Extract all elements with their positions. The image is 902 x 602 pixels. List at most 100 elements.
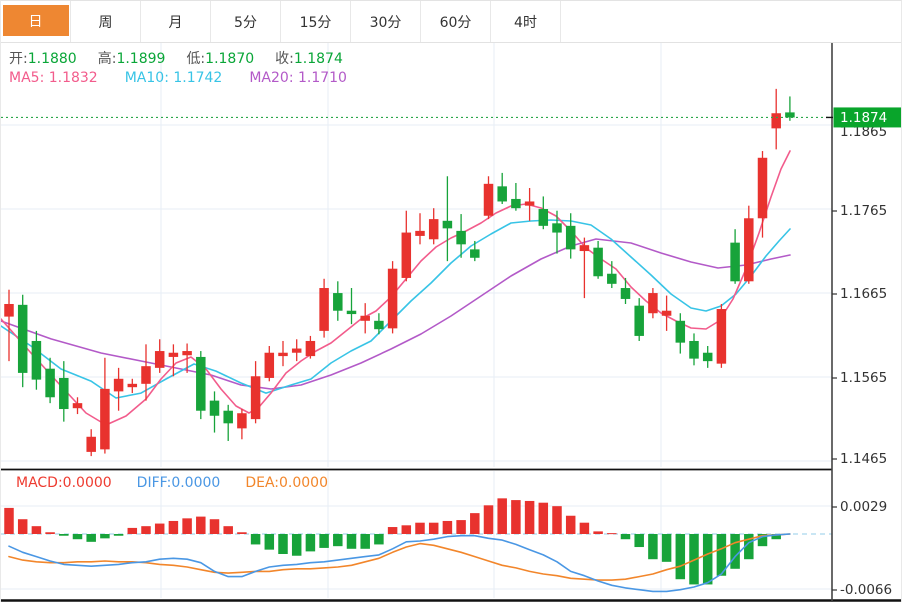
ohlc-item: 收:1.1874 xyxy=(275,48,343,68)
candle-body xyxy=(250,376,261,420)
candle-body xyxy=(72,403,83,409)
candle-body xyxy=(319,288,329,331)
candle-body xyxy=(264,352,275,378)
macd-histogram-bar xyxy=(346,534,357,549)
macd-histogram-bar xyxy=(250,534,261,545)
ma-value-label: MA20: 1.1710 xyxy=(249,70,347,86)
macd-histogram-bar xyxy=(730,534,740,569)
tab-week-label: 周 xyxy=(98,14,113,31)
tab-5min[interactable]: 5分 xyxy=(211,1,281,42)
candle-body xyxy=(661,310,672,316)
macd-histogram-bar xyxy=(401,525,412,534)
macd-histogram-bar xyxy=(305,534,316,552)
current-price-box xyxy=(833,107,901,128)
candle-body xyxy=(689,340,699,359)
macd-histogram-bar xyxy=(497,498,507,534)
macd-histogram-bar xyxy=(675,534,686,580)
timeframe-toolbar: 日 周 月 5分 15分 30分 60分 4时 xyxy=(1,1,901,43)
y-axis-label: 1.1765 xyxy=(840,203,887,219)
candle-body xyxy=(141,366,151,384)
ohlc-value: 1.1874 xyxy=(293,51,343,67)
tab-month[interactable]: 月 xyxy=(141,1,211,42)
macd-histogram-bar xyxy=(716,534,727,576)
macd-histogram-bar xyxy=(141,526,151,534)
macd-histogram-bar xyxy=(511,500,521,534)
macd-histogram-bar xyxy=(86,534,96,542)
tab-15min-label: 15分 xyxy=(299,14,332,31)
candle-body xyxy=(86,436,96,452)
macd-histogram-bar xyxy=(415,522,425,534)
macd-value-label: DEA:0.0000 xyxy=(245,475,328,491)
macd-histogram-bar xyxy=(182,518,192,534)
macd-histogram-bar xyxy=(278,534,288,554)
candle-body xyxy=(428,219,439,240)
macd-histogram-bar xyxy=(374,534,384,545)
macd-histogram-bar xyxy=(428,522,439,534)
macd-histogram-bar xyxy=(579,522,590,534)
tab-week[interactable]: 周 xyxy=(71,1,141,42)
candle-body xyxy=(401,232,412,278)
candle-body xyxy=(593,247,603,277)
candle-body xyxy=(702,352,713,362)
candle-body xyxy=(785,112,795,118)
diff-line xyxy=(8,533,791,593)
macd-histogram-bar xyxy=(319,534,329,548)
current-price-label: 1.1874 xyxy=(840,110,887,126)
ma-value-label: MA10: 1.1742 xyxy=(124,70,223,86)
candle-body xyxy=(31,340,42,380)
candle-body xyxy=(387,268,398,329)
macd-histogram-bar xyxy=(538,502,549,534)
macd-histogram-bar xyxy=(552,506,562,534)
candle-body xyxy=(237,413,247,429)
ohlc-label: 收: xyxy=(275,51,294,67)
macd-histogram-bar xyxy=(100,534,110,539)
macd-histogram-bar xyxy=(634,534,644,548)
macd-histogram-bar xyxy=(333,534,343,547)
candle-body xyxy=(305,340,316,357)
macd-histogram-bar xyxy=(291,534,302,556)
candle-body xyxy=(607,273,617,284)
macd-histogram-bar xyxy=(607,533,617,535)
macd-axis-label: -0.0066 xyxy=(840,582,892,598)
macd-histogram-bar xyxy=(442,520,453,534)
ohlc-value: 1.1870 xyxy=(205,51,255,67)
ohlc-label: 高: xyxy=(97,51,117,67)
ma-info-row: MA5: 1.1832 MA10: 1.1742 MA20: 1.1710 xyxy=(9,70,374,86)
candle-body xyxy=(744,218,754,282)
candle-body xyxy=(456,230,466,245)
macd-histogram-bar xyxy=(31,526,42,534)
tab-day[interactable]: 日 xyxy=(1,1,71,42)
candle-body xyxy=(182,351,192,356)
macd-value-label: DIFF:0.0000 xyxy=(136,475,221,491)
candle-body xyxy=(648,293,658,314)
candle-body xyxy=(333,293,343,311)
candle-body xyxy=(196,356,206,411)
candle-body xyxy=(374,320,384,330)
candle-body xyxy=(442,220,453,229)
macd-histogram-bar xyxy=(771,534,781,540)
candle-body xyxy=(59,377,69,410)
candle-body xyxy=(470,249,480,258)
candle-body xyxy=(497,186,507,202)
y-axis-label: 1.1465 xyxy=(840,451,887,467)
candle-body xyxy=(154,351,165,368)
candle-body xyxy=(360,315,370,321)
macd-histogram-bar xyxy=(387,527,398,534)
macd-histogram-bar xyxy=(223,526,233,534)
candle-body xyxy=(45,368,55,398)
tab-4hour[interactable]: 4时 xyxy=(491,1,561,42)
macd-info-row: MACD:0.0000 DIFF:0.0000 DEA:0.0000 xyxy=(16,475,353,491)
candle-body xyxy=(278,352,288,357)
tab-30min[interactable]: 30分 xyxy=(351,1,421,42)
macd-histogram-bar xyxy=(524,500,535,534)
candle-body xyxy=(757,157,768,219)
tab-4hour-label: 4时 xyxy=(514,14,537,31)
ohlc-label: 低: xyxy=(186,51,206,67)
candle-body xyxy=(223,410,233,424)
tab-15min[interactable]: 15分 xyxy=(281,1,351,42)
y-axis-label: 1.1665 xyxy=(840,286,887,302)
tab-60min[interactable]: 60分 xyxy=(421,1,491,42)
ohlc-label: 开: xyxy=(9,51,28,67)
